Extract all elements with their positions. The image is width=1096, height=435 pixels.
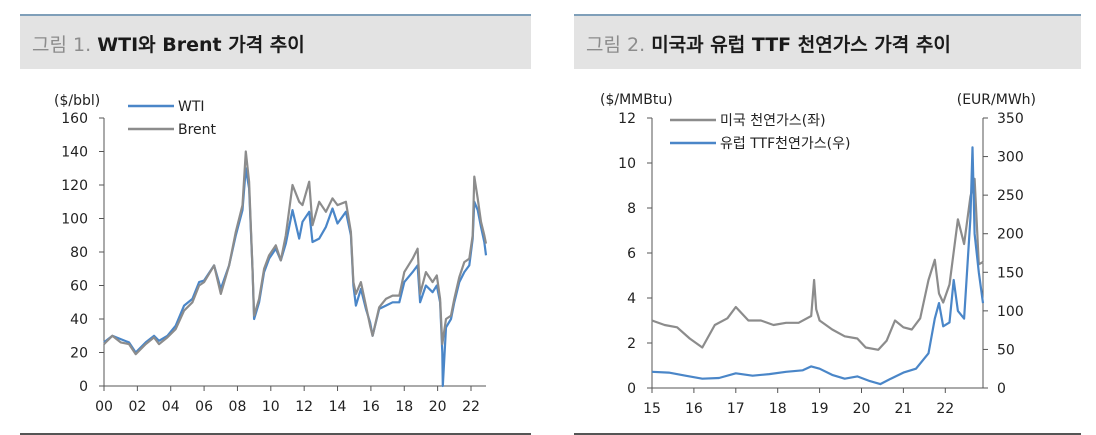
chart-panel-right: 그림 2. 미국과 유럽 TTF 천연가스 가격 추이 0 2 4 6 8 10 12 0 50… (574, 14, 1081, 435)
x-tick-label: 06 (195, 399, 213, 415)
x-tick-label: 02 (128, 399, 146, 415)
y-tick-label: 40 (70, 312, 88, 328)
y-right-tick-label: 150 (997, 265, 1024, 281)
series-line-1 (103, 150, 488, 356)
y-axis-unit: ($/bbl) (54, 93, 100, 109)
x-tick-label: 19 (811, 401, 829, 417)
chart-panel-left: 그림 1. WTI와 Brent 가격 추이 0 20 40 60 80 100 120 14… (20, 14, 531, 435)
x-tick-label: 10 (262, 399, 280, 415)
x-tick-label: 20 (853, 401, 871, 417)
oil-price-chart: 0 20 40 60 80 100 120 140 160 00 02 04 06 08 10 12 14 16 1… (54, 93, 488, 415)
x-tick-label: 22 (462, 399, 480, 415)
legend-label: 유럽 TTF천연가스(우) (720, 136, 850, 152)
y-axis-right-unit: (EUR/MWh) (957, 92, 1036, 108)
legend-label: Brent (178, 122, 217, 138)
x-tick-label: 21 (894, 401, 912, 417)
y-tick-label: 20 (70, 346, 88, 362)
x-tick-label: 14 (329, 399, 347, 415)
figure-title-bar: 그림 1. WTI와 Brent 가격 추이 (20, 14, 531, 69)
y-axis-unit: ($/MMBtu) (600, 92, 673, 108)
x-tick-label: 16 (685, 401, 703, 417)
y-tick-label: 6 (627, 246, 636, 262)
legend-label: WTI (178, 99, 205, 115)
figure-title-text: 미국과 유럽 TTF 천연가스 가격 추이 (651, 34, 951, 56)
gas-price-chart: 0 2 4 6 8 10 12 0 50 100 150 200 250 300 350 15 16 17 18 19… (600, 92, 1036, 417)
legend-label: 미국 천연가스(좌) (720, 113, 826, 129)
y-tick-label: 120 (61, 178, 88, 194)
x-tick-label: 04 (162, 399, 180, 415)
y-right-tick-label: 100 (997, 304, 1024, 320)
figure-title-text: WTI와 Brent 가격 추이 (97, 34, 305, 56)
bottom-divider (20, 433, 531, 435)
x-tick-label: 08 (229, 399, 247, 415)
x-tick-label: 22 (936, 401, 954, 417)
y-tick-label: 0 (79, 379, 88, 395)
x-tick-label: 16 (362, 399, 380, 415)
x-tick-label: 00 (95, 399, 113, 415)
y-right-tick-label: 50 (997, 342, 1015, 358)
figure-title: 그림 2. 미국과 유럽 TTF 천연가스 가격 추이 (586, 30, 951, 57)
y-right-tick-label: 200 (997, 227, 1024, 243)
x-tick-label: 18 (769, 401, 787, 417)
y-right-tick-label: 350 (997, 111, 1024, 127)
x-tick-label: 20 (429, 399, 447, 415)
x-tick-label: 12 (295, 399, 313, 415)
series-line-0 (651, 177, 984, 351)
y-tick-label: 140 (61, 145, 88, 161)
figure-number: 그림 1. (32, 34, 92, 56)
series-line-1 (651, 146, 985, 386)
series-line-0 (103, 167, 488, 388)
x-tick-label: 15 (643, 401, 661, 417)
y-tick-label: 100 (61, 212, 88, 228)
y-tick-label: 80 (70, 245, 88, 261)
y-right-tick-label: 250 (997, 188, 1024, 204)
y-right-tick-label: 0 (997, 381, 1006, 397)
x-tick-label: 18 (395, 399, 413, 415)
y-right-tick-label: 300 (997, 150, 1024, 166)
figure-title: 그림 1. WTI와 Brent 가격 추이 (32, 30, 305, 57)
y-tick-label: 0 (627, 381, 636, 397)
y-tick-label: 160 (61, 111, 88, 127)
y-tick-label: 4 (627, 291, 636, 307)
y-tick-label: 12 (618, 111, 636, 127)
y-tick-label: 2 (627, 336, 636, 352)
y-tick-label: 8 (627, 201, 636, 217)
y-tick-label: 10 (618, 156, 636, 172)
figure-number: 그림 2. (586, 34, 646, 56)
figure-title-bar: 그림 2. 미국과 유럽 TTF 천연가스 가격 추이 (574, 14, 1081, 69)
x-tick-label: 17 (727, 401, 745, 417)
bottom-divider (574, 433, 1081, 435)
y-tick-label: 60 (70, 279, 88, 295)
